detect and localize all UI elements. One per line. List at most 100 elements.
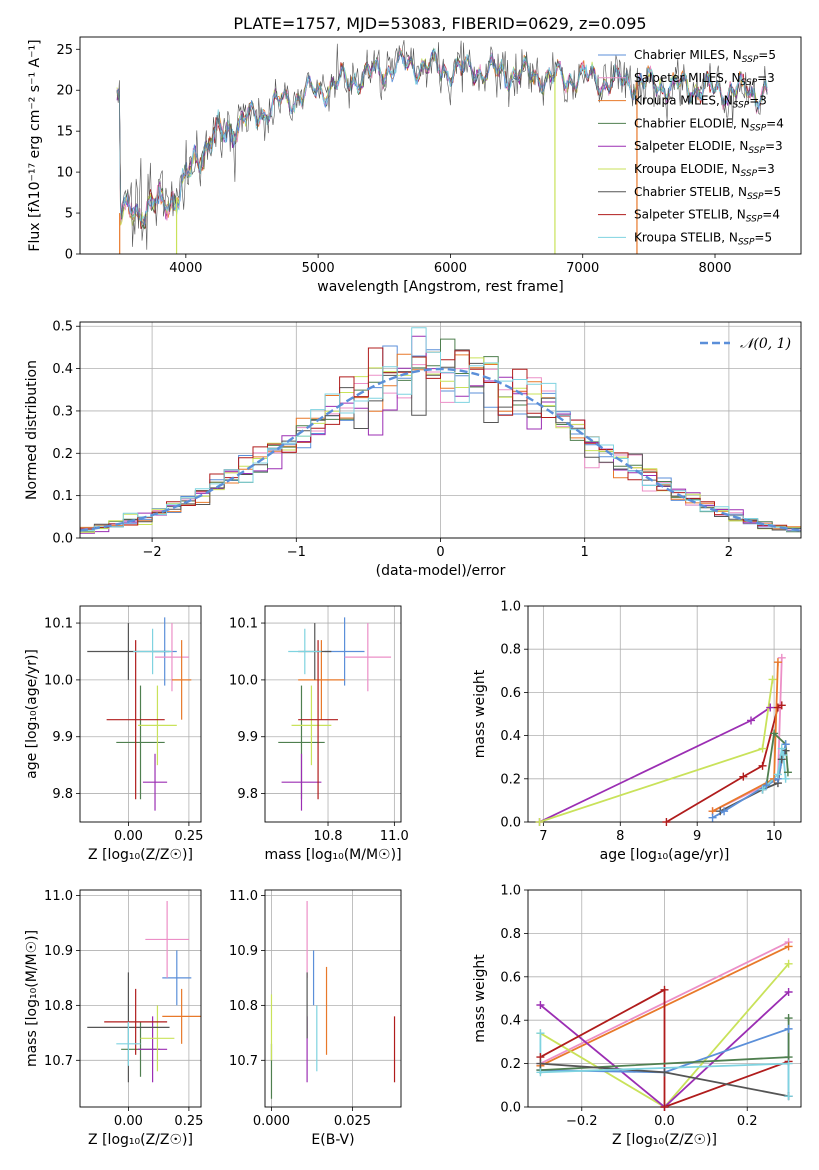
y-tick-label: 0.6 [500,970,521,985]
axes-frame [79,321,802,539]
weight-marker-salpeter-elodie [766,703,775,712]
weight-marker-kroupa-stelib [784,1059,793,1068]
weight-marker-chabrier-elodie [770,729,779,738]
weight-marker-kroupa-stelib [758,785,767,794]
weight-marker-salpeter-stelib [662,818,671,826]
y-tick-label: 9.8 [237,787,258,802]
x-axis-label: age [log₁₀(age/yr)] [600,847,730,863]
spectrum-line-chabrier-stelib [116,40,768,250]
x-axis-label: wavelength [Angstrom, rest frame] [317,279,563,295]
x-tick-label: 1 [581,545,589,560]
legend-label-kroupa-stelib: Kroupa STELIB, NSSP=5 [634,230,772,247]
axes: 4000 5000 6000 7000 8000 0 5 10 15 20 25 wavelength… [27,36,802,295]
weight-marker-chabrier-stelib [777,755,786,764]
weight-marker-kroupa-stelib [773,770,782,779]
weight-marker-salpeter-elodie [747,716,756,725]
x-tick-label: 10 [766,829,783,844]
chart-mass-vs-EBV: 0.000 0.025 10.7 10.8 10.9 11.0 E(B-V) [229,889,402,1148]
y-tick-label: 0.8 [500,927,521,942]
weight-marker-kroupa-stelib [781,774,790,783]
y-tick-label: 0.0 [500,816,521,831]
weight-marker-chabrier-miles [762,781,771,790]
y-axis-label: mass weight [472,954,488,1043]
x-tick-label: 7000 [566,261,599,276]
y-tick-label: 0.2 [500,1057,521,1072]
weight-line-chabrier-elodie [765,731,789,786]
y-tick-label: 11.0 [229,889,258,904]
weight-marker-chabrier-miles [784,1024,793,1033]
y-tick-label: 0.0 [52,532,73,547]
y-tick-label: 0.1 [52,489,73,504]
weight-line-kroupa-elodie [539,963,790,1107]
x-axis-label: mass [log₁₀(M/M☉)] [264,847,401,863]
weight-marker-salpeter-stelib [777,701,786,710]
x-tick-label: 0.025 [334,1114,371,1129]
x-tick-label: 0 [436,545,444,560]
y-tick-label: 9.9 [237,730,258,745]
chart-age-vs-mass: 10.8 11.0 9.8 9.9 10.0 10.1 mass [log₁₀(M/M☉)] [229,605,409,863]
weight-marker-chabrier-stelib [660,1068,669,1077]
legend-label-salpeter-elodie: Salpeter ELODIE, NSSP=3 [634,139,783,156]
legend-label-kroupa-elodie: Kroupa ELODIE, NSSP=3 [634,162,775,179]
x-tick-label: 0.25 [174,1114,203,1129]
weight-line-kroupa-elodie [539,679,774,822]
x-axis-label: Z [log₁₀(Z/Z☉)] [88,1132,193,1148]
y-tick-label: 1.0 [500,600,521,615]
plot-area [116,40,768,254]
x-tick-label: 8000 [698,261,731,276]
y-tick-label: 0 [65,248,73,263]
weight-marker-kroupa-elodie [768,675,777,684]
y-tick-label: 1.0 [500,884,521,899]
x-tick-label: −1 [287,545,306,560]
axes: 10.8 11.0 9.8 9.9 10.0 10.1 mass [log₁₀(M/M☉)] [229,605,409,863]
x-tick-label: 10.8 [314,829,343,844]
weight-marker-kroupa-stelib [784,1092,793,1101]
y-axis-label: age [log₁₀(age/yr)] [24,649,40,779]
weight-marker-kroupa-stelib [779,751,788,760]
weight-marker-chabrier-elodie [784,1014,793,1023]
axes-frame [79,605,202,823]
y-tick-label: 0.4 [52,362,73,377]
x-tick-label: 7 [539,829,547,844]
weight-marker-salpeter-stelib [660,1103,669,1111]
x-axis-label: Z [log₁₀(Z/Z☉)] [612,1132,717,1148]
weight-marker-chabrier-miles [708,813,717,822]
axes: 0.00 0.25 9.8 9.9 10.0 10.1 Z [log₁₀(Z/Z☉)] age… [24,605,203,863]
weight-marker-salpeter-elodie [536,1001,545,1010]
x-tick-label: 0.0 [654,1114,675,1129]
chart-age-vs-Z: 0.00 0.25 9.8 9.9 10.0 10.1 Z [log₁₀(Z/Z☉)] age… [24,605,203,863]
x-axis-label: E(B-V) [311,1132,354,1148]
legend-label-kroupa-miles: Kroupa MILES, NSSP=3 [634,94,767,111]
y-tick-label: 0.2 [500,772,521,787]
y-tick-label: 20 [56,84,73,99]
legend-label-chabrier-miles: Chabrier MILES, NSSP=5 [634,48,776,65]
x-axis-label: (data-model)/error [376,563,506,579]
y-axis-label: mass [log₁₀(M/M☉)] [24,930,40,1067]
weight-marker-chabrier-miles [781,740,790,749]
chart-spectrum: 4000 5000 6000 7000 8000 0 5 10 15 20 25 wavelength… [27,36,802,295]
axes-frame [79,36,802,255]
y-axis-label: mass weight [472,669,488,758]
weight-marker-chabrier-stelib [536,1059,545,1068]
weight-marker-kroupa-elodie [784,959,793,968]
y-tick-label: 10.1 [44,617,73,632]
x-tick-label: −2 [143,545,162,560]
axes-frame [264,889,402,1108]
x-tick-label: 0.000 [253,1114,290,1129]
histogram-kroupa-stelib [80,327,801,532]
y-tick-label: 10 [56,166,73,181]
weight-marker-kroupa-stelib [536,1068,545,1077]
x-tick-label: 0.00 [114,829,143,844]
weight-marker-salpeter-miles [777,653,786,662]
x-tick-label: 8 [616,829,624,844]
weight-marker-salpeter-stelib [758,761,767,770]
weight-marker-chabrier-elodie [783,768,792,777]
y-tick-label: 15 [56,125,73,140]
x-tick-label: 0.2 [737,1114,758,1129]
plot-area [278,617,392,811]
legend-label-chabrier-elodie: Chabrier ELODIE, NSSP=4 [634,116,784,133]
weight-marker-kroupa-miles [773,658,782,667]
weight-marker-salpeter-stelib [739,772,748,781]
x-tick-label: 2 [725,545,733,560]
